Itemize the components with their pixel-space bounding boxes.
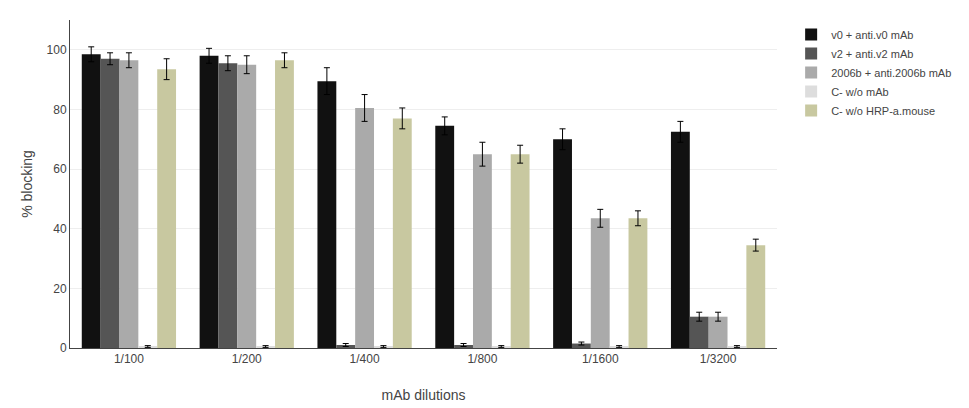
svg-text:v2 + anti.v2 mAb: v2 + anti.v2 mAb (831, 48, 913, 60)
svg-text:1/100: 1/100 (114, 352, 144, 366)
svg-text:80: 80 (53, 103, 67, 117)
svg-text:20: 20 (53, 282, 67, 296)
svg-text:% blocking: % blocking (19, 150, 35, 218)
svg-text:60: 60 (53, 162, 67, 176)
svg-text:1/3200: 1/3200 (700, 352, 737, 366)
svg-text:1/1600: 1/1600 (582, 352, 619, 366)
svg-text:v0 + anti.v0 mAb: v0 + anti.v0 mAb (831, 29, 913, 41)
svg-text:C- w/o HRP-a.mouse: C- w/o HRP-a.mouse (831, 105, 935, 117)
svg-text:1/200: 1/200 (232, 352, 262, 366)
svg-text:mAb dilutions: mAb dilutions (381, 387, 465, 403)
svg-text:1/400: 1/400 (350, 352, 380, 366)
svg-text:2006b + anti.2006b mAb: 2006b + anti.2006b mAb (831, 67, 951, 79)
svg-text:0: 0 (60, 341, 67, 355)
svg-text:1/800: 1/800 (467, 352, 497, 366)
svg-text:100: 100 (47, 43, 67, 57)
svg-text:C- w/o mAb: C- w/o mAb (831, 86, 888, 98)
svg-text:40: 40 (53, 222, 67, 236)
